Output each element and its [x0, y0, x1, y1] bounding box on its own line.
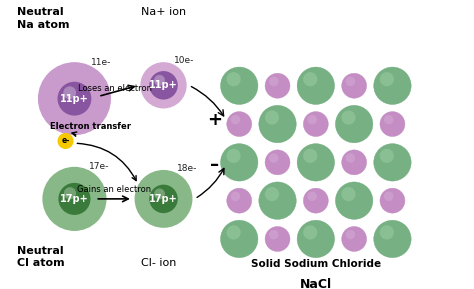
- Circle shape: [265, 150, 290, 175]
- Circle shape: [58, 183, 91, 215]
- Text: 17p+: 17p+: [149, 194, 178, 204]
- Text: 11p+: 11p+: [60, 94, 89, 104]
- Circle shape: [259, 182, 296, 219]
- Circle shape: [220, 220, 258, 258]
- Circle shape: [374, 144, 411, 181]
- Circle shape: [380, 149, 394, 163]
- Circle shape: [303, 188, 328, 213]
- Circle shape: [374, 67, 411, 104]
- Circle shape: [303, 72, 317, 86]
- Circle shape: [42, 167, 107, 231]
- Circle shape: [346, 77, 355, 86]
- Circle shape: [220, 67, 258, 104]
- Circle shape: [227, 188, 252, 213]
- Circle shape: [307, 192, 317, 201]
- Text: Gains an electron: Gains an electron: [77, 185, 152, 194]
- Circle shape: [380, 225, 394, 240]
- Circle shape: [227, 225, 241, 240]
- Text: Neutral
Na atom: Neutral Na atom: [17, 8, 69, 30]
- Circle shape: [149, 71, 178, 100]
- Circle shape: [297, 220, 335, 258]
- Circle shape: [342, 227, 366, 251]
- Text: 11e-: 11e-: [91, 58, 111, 66]
- Circle shape: [374, 220, 411, 258]
- Circle shape: [269, 230, 279, 239]
- Circle shape: [227, 72, 241, 86]
- Circle shape: [57, 82, 91, 116]
- Circle shape: [265, 110, 279, 125]
- Circle shape: [135, 170, 192, 228]
- Text: –: –: [210, 155, 219, 174]
- Circle shape: [303, 149, 317, 163]
- Circle shape: [303, 225, 317, 240]
- Text: Loses an electron: Loses an electron: [78, 84, 152, 93]
- Circle shape: [269, 153, 279, 163]
- Text: Solid Sodium Chloride: Solid Sodium Chloride: [251, 259, 381, 269]
- Circle shape: [154, 188, 165, 199]
- Text: Na+ ion: Na+ ion: [141, 8, 186, 17]
- Circle shape: [265, 73, 290, 98]
- Circle shape: [64, 187, 76, 199]
- Text: Neutral
Cl atom: Neutral Cl atom: [17, 246, 64, 268]
- Circle shape: [149, 185, 178, 213]
- Circle shape: [297, 67, 335, 104]
- Circle shape: [269, 77, 279, 86]
- Text: 11p+: 11p+: [149, 80, 178, 90]
- Circle shape: [336, 182, 373, 219]
- Circle shape: [380, 72, 394, 86]
- Circle shape: [380, 112, 405, 136]
- Text: Cl- ion: Cl- ion: [141, 258, 177, 268]
- Circle shape: [227, 112, 252, 136]
- Text: NaCl: NaCl: [300, 278, 332, 289]
- Circle shape: [341, 187, 356, 201]
- Circle shape: [220, 144, 258, 181]
- Circle shape: [297, 144, 335, 181]
- Circle shape: [265, 227, 290, 251]
- Text: e-: e-: [61, 136, 70, 145]
- Circle shape: [231, 192, 240, 201]
- Circle shape: [307, 115, 317, 125]
- Circle shape: [384, 115, 393, 125]
- Circle shape: [303, 112, 328, 136]
- Text: 10e-: 10e-: [174, 56, 194, 65]
- Circle shape: [265, 187, 279, 201]
- Circle shape: [346, 153, 355, 163]
- Circle shape: [57, 133, 73, 149]
- Circle shape: [227, 149, 241, 163]
- Text: +: +: [207, 111, 222, 129]
- Circle shape: [380, 188, 405, 213]
- Circle shape: [63, 86, 76, 99]
- Circle shape: [336, 105, 373, 143]
- Text: 17e-: 17e-: [89, 162, 109, 171]
- Circle shape: [140, 62, 187, 108]
- Circle shape: [384, 192, 393, 201]
- Circle shape: [231, 115, 240, 125]
- Circle shape: [341, 110, 356, 125]
- Text: 17p+: 17p+: [60, 194, 89, 204]
- Circle shape: [342, 150, 366, 175]
- Circle shape: [38, 62, 111, 135]
- Circle shape: [154, 75, 165, 86]
- Text: 18e-: 18e-: [176, 164, 197, 173]
- Circle shape: [342, 73, 366, 98]
- Circle shape: [346, 230, 355, 239]
- Text: Electron transfer: Electron transfer: [50, 122, 131, 131]
- Circle shape: [259, 105, 296, 143]
